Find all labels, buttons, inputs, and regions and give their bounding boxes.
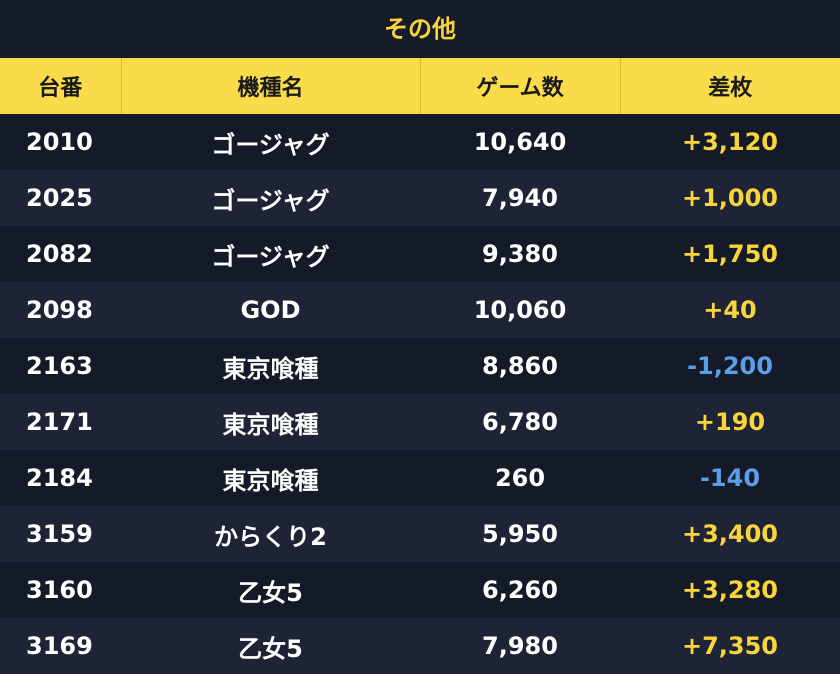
machine-name-cell: ゴージャグ <box>121 170 420 226</box>
coin-difference-cell: +1,750 <box>620 226 840 282</box>
coin-difference-cell: +3,280 <box>620 562 840 618</box>
coin-difference-cell: +7,350 <box>620 618 840 674</box>
table-row: 2184 東京喰種 260 -140 <box>0 450 840 506</box>
machine-name-cell: 東京喰種 <box>121 394 420 450</box>
coin-difference-cell: -140 <box>620 450 840 506</box>
machine-number-cell: 2184 <box>0 450 121 506</box>
machine-name-cell: 乙女5 <box>121 618 420 674</box>
table-row: 2171 東京喰種 6,780 +190 <box>0 394 840 450</box>
coin-difference-cell: -1,200 <box>620 338 840 394</box>
header-row: 台番 機種名 ゲーム数 差枚 <box>0 58 840 114</box>
game-count-cell: 7,940 <box>420 170 620 226</box>
machine-name-cell: GOD <box>121 282 420 338</box>
machine-name-cell: 東京喰種 <box>121 338 420 394</box>
game-count-cell: 7,980 <box>420 618 620 674</box>
coin-difference-cell: +1,000 <box>620 170 840 226</box>
table-row: 2025 ゴージャグ 7,940 +1,000 <box>0 170 840 226</box>
machine-name-cell: ゴージャグ <box>121 114 420 170</box>
coin-difference-cell: +40 <box>620 282 840 338</box>
game-count-cell: 10,640 <box>420 114 620 170</box>
table-row: 2082 ゴージャグ 9,380 +1,750 <box>0 226 840 282</box>
machine-number-cell: 2163 <box>0 338 121 394</box>
table-row: 2163 東京喰種 8,860 -1,200 <box>0 338 840 394</box>
machine-name-cell: からくり2 <box>121 506 420 562</box>
table-row: 2010 ゴージャグ 10,640 +3,120 <box>0 114 840 170</box>
machine-number-cell: 3159 <box>0 506 121 562</box>
table-row: 3160 乙女5 6,260 +3,280 <box>0 562 840 618</box>
machine-number-cell: 2098 <box>0 282 121 338</box>
game-count-cell: 260 <box>420 450 620 506</box>
game-count-cell: 6,260 <box>420 562 620 618</box>
table-row: 2098 GOD 10,060 +40 <box>0 282 840 338</box>
header-machine-name: 機種名 <box>121 58 421 114</box>
machine-results-table: 台番 機種名 ゲーム数 差枚 2010 ゴージャグ 10,640 +3,120 2025… <box>0 58 840 674</box>
game-count-cell: 5,950 <box>420 506 620 562</box>
coin-difference-cell: +3,120 <box>620 114 840 170</box>
machine-number-cell: 2171 <box>0 394 121 450</box>
game-count-cell: 10,060 <box>420 282 620 338</box>
game-count-cell: 8,860 <box>420 338 620 394</box>
coin-difference-cell: +3,400 <box>620 506 840 562</box>
machine-name-cell: 東京喰種 <box>121 450 420 506</box>
game-count-cell: 9,380 <box>420 226 620 282</box>
machine-number-cell: 2082 <box>0 226 121 282</box>
table-title: その他 <box>0 0 840 58</box>
table-row: 3169 乙女5 7,980 +7,350 <box>0 618 840 674</box>
table-row: 3159 からくり2 5,950 +3,400 <box>0 506 840 562</box>
header-coin-difference: 差枚 <box>620 58 840 114</box>
machine-number-cell: 2025 <box>0 170 121 226</box>
machine-number-cell: 3169 <box>0 618 121 674</box>
machine-name-cell: 乙女5 <box>121 562 420 618</box>
machine-number-cell: 3160 <box>0 562 121 618</box>
game-count-cell: 6,780 <box>420 394 620 450</box>
machine-name-cell: ゴージャグ <box>121 226 420 282</box>
coin-difference-cell: +190 <box>620 394 840 450</box>
header-game-count: ゲーム数 <box>420 58 621 114</box>
header-machine-number: 台番 <box>0 58 122 114</box>
machine-number-cell: 2010 <box>0 114 121 170</box>
